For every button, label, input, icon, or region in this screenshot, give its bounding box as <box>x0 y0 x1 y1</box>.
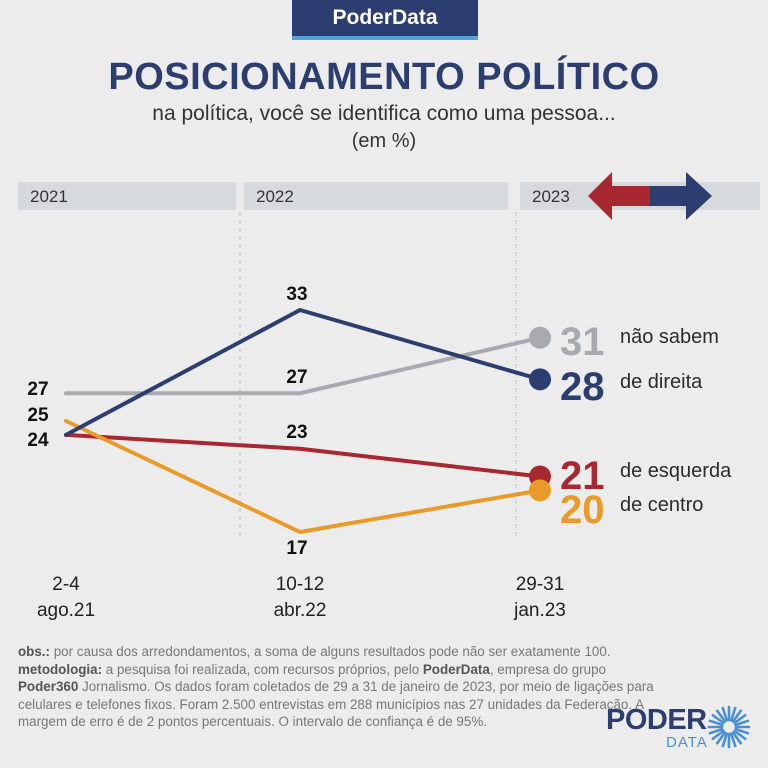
end-point-centro <box>529 479 551 502</box>
poderdata-logo: PODER DATA <box>606 704 756 754</box>
brand-tab: PoderData <box>292 0 478 40</box>
chart-unit: (em %) <box>351 130 417 152</box>
data-label-nao_sabem-1: 27 <box>286 367 307 388</box>
end-value-direita: 28 <box>560 365 605 409</box>
legend-nao_sabem: não sabem <box>620 326 719 348</box>
x-tick-2-1: jan.23 <box>513 600 566 621</box>
data-label-esquerda-1: 23 <box>286 422 307 443</box>
year-label-2021: 2021 <box>30 187 68 206</box>
data-label-direita-0: 24 <box>27 430 49 451</box>
year-band-2022 <box>244 182 508 210</box>
end-point-nao_sabem <box>529 326 551 349</box>
year-band-2021 <box>18 182 236 210</box>
end-value-centro: 20 <box>560 488 605 532</box>
legend-direita: de direita <box>620 371 703 393</box>
x-tick-0-0: 2-4 <box>52 574 80 595</box>
methodology-text-2: , empresa do grupo <box>489 661 606 677</box>
logo-sub: DATA <box>666 734 708 751</box>
data-label-direita-1: 33 <box>286 284 307 305</box>
end-point-direita <box>529 368 551 391</box>
x-tick-1-1: abr.22 <box>274 600 327 621</box>
series-line-direita <box>64 308 542 437</box>
data-label-centro-0: 25 <box>27 405 49 426</box>
methodology-text-3: Jornalismo. Os dados foram coletados de … <box>18 679 654 729</box>
x-tick-2-0: 29-31 <box>516 574 565 595</box>
right-arrow-icon <box>650 172 712 220</box>
end-value-esquerda: 21 <box>560 454 605 498</box>
year-label-2023: 2023 <box>532 187 570 206</box>
x-tick-0-1: ago.21 <box>37 600 95 621</box>
obs-text: por causa dos arredondamentos, a soma de… <box>50 644 611 659</box>
legend-esquerda: de esquerda <box>620 460 732 482</box>
footnotes: obs.: por causa dos arredondamentos, a s… <box>18 643 658 731</box>
series-line-esquerda <box>64 432 542 479</box>
year-label-2022: 2022 <box>256 187 294 206</box>
obs-label: obs.: <box>18 644 50 659</box>
end-value-nao_sabem: 31 <box>560 320 605 364</box>
series-line-centro <box>64 419 542 534</box>
methodology-text-1: a pesquisa foi realizada, com recursos p… <box>102 661 423 677</box>
sunburst-icon <box>707 705 751 749</box>
methodology-brand: PoderData <box>422 661 490 677</box>
data-label-centro-1: 17 <box>286 538 307 559</box>
data-label-nao_sabem-0: 27 <box>27 379 48 400</box>
chart-subtitle: na política, você se identifica como uma… <box>152 102 616 125</box>
logo-word: PODER <box>606 704 707 736</box>
methodology-label: metodologia: <box>18 661 103 677</box>
methodology-group: Poder360 <box>18 679 79 694</box>
legend-centro: de centro <box>620 494 703 516</box>
left-arrow-icon <box>588 172 650 220</box>
x-tick-1-0: 10-12 <box>276 574 325 595</box>
chart-title: POSICIONAMENTO POLÍTICO <box>108 56 660 98</box>
